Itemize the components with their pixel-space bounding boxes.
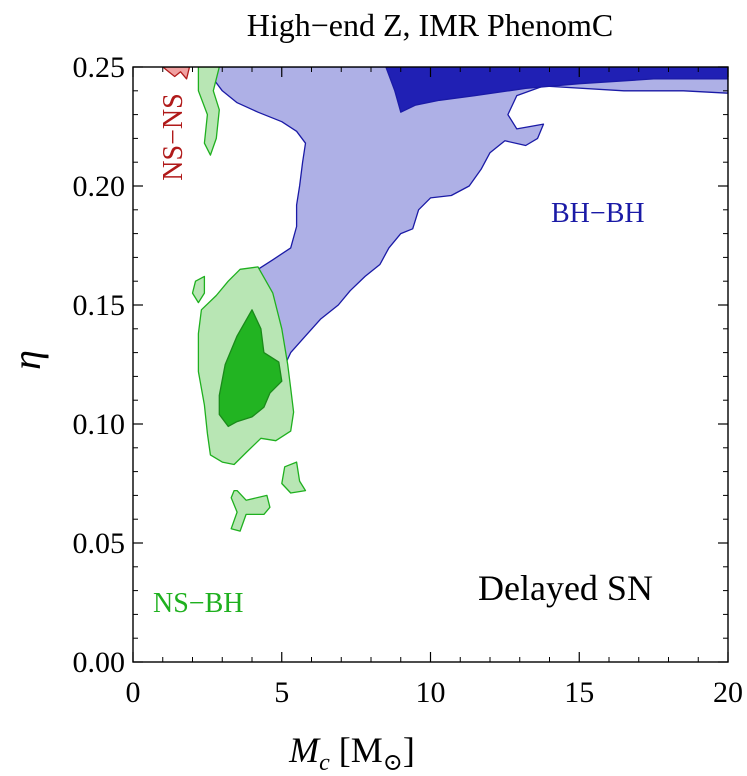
chart-title: High−end Z, IMR PhenomC: [247, 7, 613, 43]
annotation-ns-ns: NS−NS: [158, 93, 189, 180]
x-tick-label: 5: [274, 676, 289, 709]
region-nsbh-inner-7: [218, 309, 283, 428]
x-tick-label: 0: [126, 676, 141, 709]
annotation-bh-bh: BH−BH: [551, 198, 645, 229]
y-axis-label: η: [4, 350, 49, 370]
region-bhbh-outer-0: [212, 67, 728, 380]
x-axis-label: Mc [M⊙]: [288, 730, 415, 776]
region-nsbh-outer-3: [230, 489, 271, 532]
contour-regions: [162, 67, 728, 532]
annotation-ns-bh: NS−BH: [153, 588, 243, 619]
y-tick-label: 0.10: [73, 408, 126, 441]
axis-ticks: [132, 66, 729, 663]
region-nsbh-outer-5: [191, 275, 206, 304]
y-tick-label: 0.20: [73, 170, 126, 203]
y-tick-labels: 0.00 0.05 0.10 0.15 0.20 0.25: [73, 51, 126, 679]
region-nsbh-outer-6: [197, 67, 220, 156]
x-tick-labels: 0 5 10 15 20: [126, 676, 744, 709]
y-tick-label: 0.00: [73, 646, 126, 679]
y-tick-label: 0.25: [73, 51, 126, 84]
x-tick-label: 15: [564, 676, 594, 709]
region-bhbh-inner-1: [385, 67, 728, 113]
y-tick-label: 0.15: [73, 289, 126, 322]
y-tick-label: 0.05: [73, 527, 126, 560]
x-tick-label: 10: [416, 676, 446, 709]
x-tick-label: 20: [713, 676, 743, 709]
annotation-delayed-sn: Delayed SN: [478, 568, 653, 608]
region-nsns-outer-8: [162, 67, 191, 80]
region-nsbh-outer-4: [281, 461, 307, 494]
